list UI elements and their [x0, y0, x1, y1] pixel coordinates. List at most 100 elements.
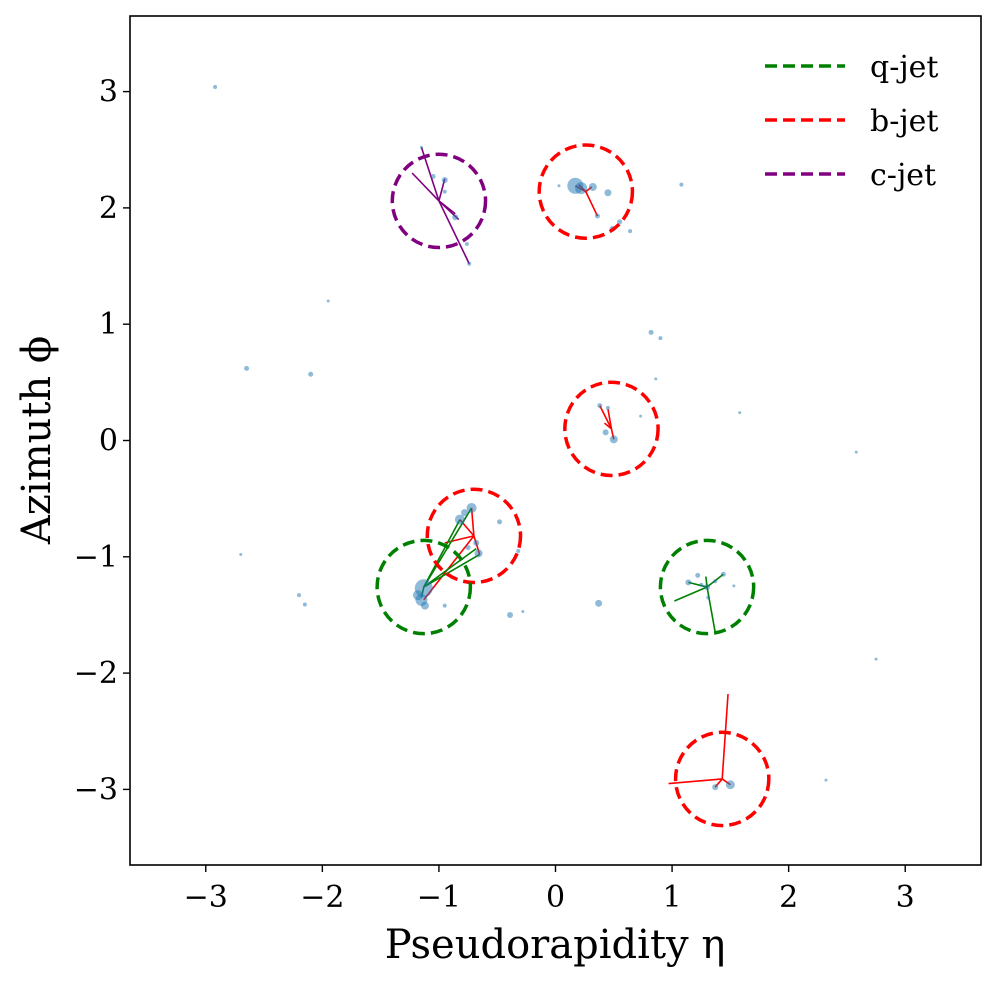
particle-point-10 [654, 377, 658, 381]
particle-point-21 [442, 603, 447, 608]
particle-point-51 [420, 601, 429, 610]
particle-point-46 [474, 549, 483, 558]
x-axis-title: Pseudorapidity η [385, 922, 726, 968]
particle-point-44 [461, 509, 469, 517]
particle-point-34 [452, 214, 459, 221]
jet-0-constituent-line-1 [411, 172, 440, 202]
plot-content [213, 84, 878, 828]
particle-point-40 [602, 429, 609, 436]
particle-point-42 [466, 502, 477, 513]
axis-ticks: −3 −2 −1 0 1 2 3 −3 −2 −1 0 1 2 3 [74, 75, 915, 915]
particle-point-37 [419, 145, 423, 149]
jet-constituent-lines [411, 147, 731, 788]
particle-point-56 [713, 579, 718, 584]
particle-point-52 [685, 579, 692, 586]
particle-point-50 [412, 590, 423, 601]
jet-5-constituent-line-3 [706, 586, 716, 633]
particle-point-20 [497, 519, 503, 525]
particle-point-27 [594, 213, 600, 219]
jet-circle-q-jet-4 [375, 538, 473, 636]
particle-point-12 [639, 414, 643, 418]
jet-5-constituent-line-1 [688, 581, 708, 588]
particle-point-7 [679, 182, 684, 187]
particle-point-2 [244, 365, 250, 371]
jet-circle-b-jet-3 [425, 487, 523, 585]
particle-point-39 [605, 405, 610, 410]
particle-point-38 [597, 403, 603, 409]
x-tick-label: −3 [184, 880, 228, 915]
particle-point-25 [588, 182, 597, 191]
legend-label-q-jet: q-jet [870, 50, 938, 85]
particle-point-19 [516, 548, 521, 553]
particle-point-41 [609, 435, 618, 444]
x-tick-label: 0 [546, 880, 565, 915]
particle-point-54 [699, 582, 704, 587]
particle-point-14 [874, 657, 878, 661]
y-tick-label: 2 [99, 191, 118, 226]
particle-point-22 [557, 184, 561, 188]
particle-point-18 [521, 609, 525, 613]
particle-point-60 [725, 780, 735, 790]
particle-point-30 [628, 229, 633, 234]
jet-0-constituent-line-2 [438, 200, 470, 265]
jet-circle-q-jet-5 [658, 538, 756, 636]
legend-label-c-jet: c-jet [870, 158, 936, 193]
particle-point-35 [464, 241, 469, 246]
y-tick-label: −3 [74, 772, 118, 807]
particle-point-16 [595, 599, 603, 607]
y-tick-label: −2 [74, 656, 118, 691]
jet-4-constituent-line-3 [423, 548, 477, 588]
particle-point-3 [308, 371, 314, 377]
jet-1-constituent-line-1 [585, 191, 599, 217]
particle-point-17 [507, 611, 514, 618]
jet-5-constituent-line-0 [674, 586, 708, 602]
jet-circles [375, 143, 771, 828]
particle-point-29 [617, 219, 623, 225]
particle-point-8 [648, 329, 654, 335]
particle-point-58 [732, 584, 736, 588]
particle-point-24 [575, 182, 588, 195]
particle-point-55 [704, 584, 711, 591]
y-tick-label: 0 [99, 424, 118, 459]
jet-circle-b-jet-6 [673, 730, 771, 828]
particle-point-45 [473, 539, 480, 546]
jet-4-constituent-line-1 [423, 519, 461, 588]
jet-2-constituent-line-1 [607, 408, 613, 430]
particle-point-53 [695, 572, 701, 578]
particle-point-9 [658, 336, 663, 341]
x-tick-label: 1 [663, 880, 682, 915]
jet-circle-c-jet-0 [390, 152, 488, 250]
particle-point-33 [442, 189, 447, 194]
particle-point-61 [712, 784, 719, 791]
particle-points [213, 84, 878, 791]
particle-point-26 [604, 189, 612, 197]
jet-3-constituent-line-4 [444, 535, 475, 544]
jet-4-constituent-line-2 [423, 553, 481, 588]
particle-point-11 [738, 411, 742, 415]
x-tick-label: 3 [896, 880, 915, 915]
y-axis-title: Azimuth ϕ [14, 336, 60, 545]
jet-0-constituent-line-5 [438, 200, 456, 215]
jet-6-constituent-line-0 [721, 693, 729, 779]
particle-point-4 [239, 552, 243, 556]
jet-circle-b-jet-2 [563, 380, 660, 478]
particle-point-36 [467, 261, 472, 266]
legend: q-jet b-jet c-jet [765, 50, 938, 193]
particle-point-0 [213, 84, 218, 89]
particle-point-59 [706, 595, 711, 600]
particle-point-6 [302, 602, 307, 607]
y-tick-label: −1 [74, 540, 118, 575]
y-tick-label: 1 [99, 307, 118, 342]
particle-point-15 [824, 778, 828, 782]
particle-point-31 [430, 173, 436, 179]
particle-point-57 [720, 571, 726, 577]
jet-circle-b-jet-1 [537, 143, 635, 240]
particle-point-1 [326, 299, 330, 303]
particle-point-47 [465, 544, 471, 550]
x-tick-label: 2 [779, 880, 798, 915]
jet-2-constituent-line-3 [603, 422, 612, 430]
particle-point-32 [441, 176, 448, 183]
particle-point-43 [454, 514, 465, 525]
